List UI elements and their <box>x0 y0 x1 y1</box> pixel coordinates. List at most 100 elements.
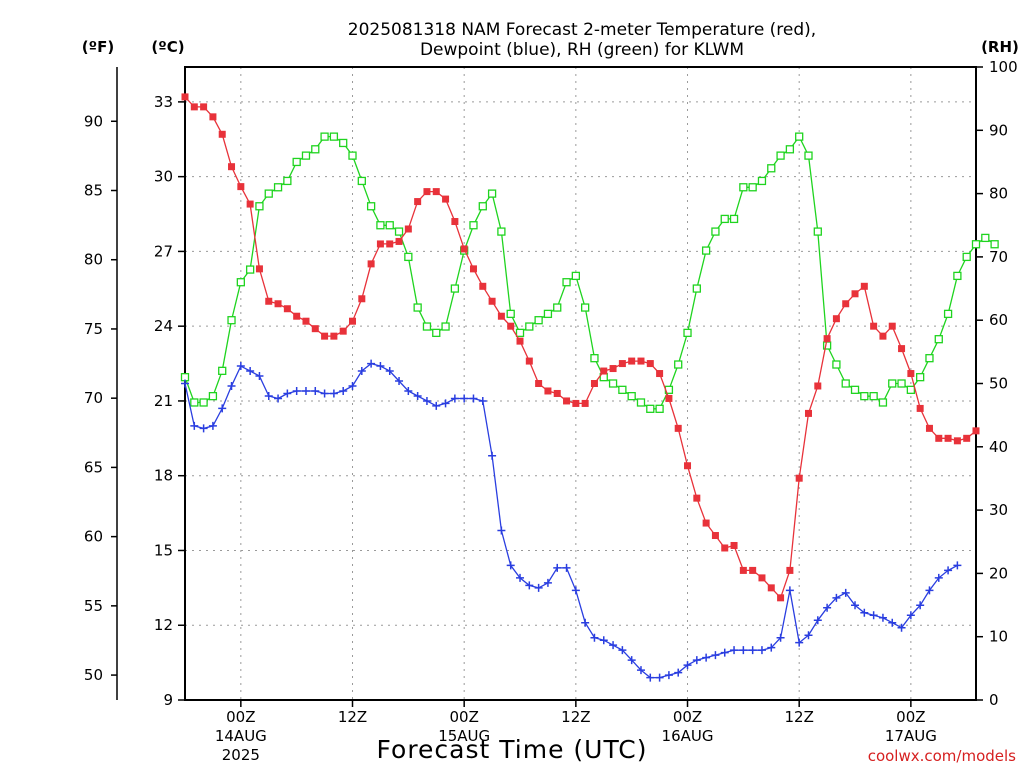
time-tick-label: 12Z <box>785 708 814 726</box>
temperature-point <box>860 282 868 290</box>
temperature-point <box>497 312 505 320</box>
dewpoint-point <box>925 586 934 595</box>
temperature-point <box>711 532 719 540</box>
rh-point <box>701 246 711 255</box>
dewpoint-point <box>897 623 906 632</box>
fahrenheit-tick-label: 55 <box>84 597 103 615</box>
dewpoint-point <box>711 651 720 660</box>
temperature-point <box>693 494 701 502</box>
temperature-point <box>349 317 357 325</box>
temperature-point <box>479 282 487 290</box>
time-tick-label: 00Z <box>896 708 925 726</box>
dewpoint-point <box>497 526 506 535</box>
temperature-point <box>888 322 896 330</box>
rh-point <box>385 221 394 230</box>
temperature-point <box>311 325 319 333</box>
chart-title: 2025081318 NAM Forecast 2-meter Temperat… <box>348 20 816 60</box>
dewpoint-point <box>190 421 199 430</box>
temperature-point <box>916 404 924 412</box>
temperature-point <box>293 312 301 320</box>
temperature-point <box>758 574 766 582</box>
fahrenheit-axis-ticks: 50 55 60 65 70 75 80 85 90 <box>84 112 117 684</box>
temperature-point <box>209 113 217 121</box>
dewpoint-point <box>543 578 552 587</box>
rh-tick-label: 30 <box>989 501 1008 519</box>
temperature-point <box>646 360 654 368</box>
grid-lines <box>185 67 976 700</box>
series-layer <box>180 93 999 682</box>
fahrenheit-tick-label: 70 <box>84 389 103 407</box>
rh-point <box>497 227 506 236</box>
rh-point <box>776 151 785 160</box>
rh-point <box>339 138 348 148</box>
rh-point <box>897 379 906 388</box>
dewpoint-point <box>599 636 608 645</box>
time-tick-date: 14AUG <box>215 727 267 745</box>
rh-point <box>655 404 664 413</box>
rh-point <box>245 265 255 274</box>
fahrenheit-tick-label: 60 <box>84 528 103 546</box>
rh-point <box>292 157 301 167</box>
fahrenheit-tick-label: 65 <box>84 458 103 476</box>
dewpoint-point <box>478 396 487 405</box>
dewpoint-point <box>841 588 850 597</box>
rh-point <box>366 202 376 211</box>
dewpoint-point <box>748 646 757 655</box>
rh-point <box>571 271 580 281</box>
dewpoint-point <box>609 641 618 650</box>
dewpoint-point <box>264 391 273 400</box>
temperature-point <box>237 183 245 191</box>
temperature-point <box>832 315 840 323</box>
series-temperature <box>181 93 980 602</box>
dewpoint-point <box>823 603 832 612</box>
dewpoint-point <box>181 379 189 388</box>
dewpoint-point <box>860 608 869 617</box>
dewpoint-point <box>776 633 785 642</box>
rh-point <box>953 271 962 281</box>
temperature-point <box>544 387 552 395</box>
fahrenheit-tick-label: 75 <box>84 320 103 338</box>
rh-point <box>785 145 795 154</box>
temperature-point <box>572 399 580 407</box>
temperature-point <box>181 93 189 101</box>
rh-point <box>636 398 646 407</box>
title-line-2: Dewpoint (blue), RH (green) for KLWM <box>420 40 744 60</box>
temperature-point <box>414 198 422 206</box>
dewpoint-point <box>683 661 692 670</box>
rh-point <box>757 176 767 186</box>
dewpoint-point <box>916 601 925 610</box>
rh-point <box>841 379 850 388</box>
temperature-point <box>516 337 524 345</box>
rh-point <box>981 233 990 243</box>
time-tick-date: 17AUG <box>885 727 937 745</box>
temperature-point <box>870 322 878 330</box>
celsius-tick-label: 12 <box>154 616 173 634</box>
dewpoint-point <box>460 394 469 403</box>
rh-point <box>562 278 571 287</box>
rh-point <box>441 322 450 331</box>
rh-point <box>357 176 366 186</box>
dewpoint-point <box>413 391 422 400</box>
rh-point <box>506 309 515 319</box>
temperature-point <box>953 437 961 445</box>
temperature-point <box>395 237 403 245</box>
temperature-point <box>721 544 729 552</box>
rh-point <box>534 316 543 325</box>
temperature-point <box>302 317 310 325</box>
temperature-point <box>376 240 384 248</box>
rh-point <box>376 221 385 230</box>
rh-point <box>422 322 432 331</box>
rh-point <box>581 303 590 312</box>
rh-point <box>273 183 283 192</box>
dewpoint-point <box>571 586 580 595</box>
time-tick-label: 00Z <box>449 708 478 726</box>
rh-point <box>190 398 199 407</box>
rh-point <box>525 322 534 331</box>
rh-point <box>860 392 869 401</box>
temperature-point <box>274 300 282 308</box>
rh-point <box>971 240 981 249</box>
celsius-tick-label: 33 <box>154 93 173 111</box>
temperature-point <box>255 265 263 273</box>
dewpoint-point <box>450 394 459 403</box>
rh-point <box>711 227 720 236</box>
